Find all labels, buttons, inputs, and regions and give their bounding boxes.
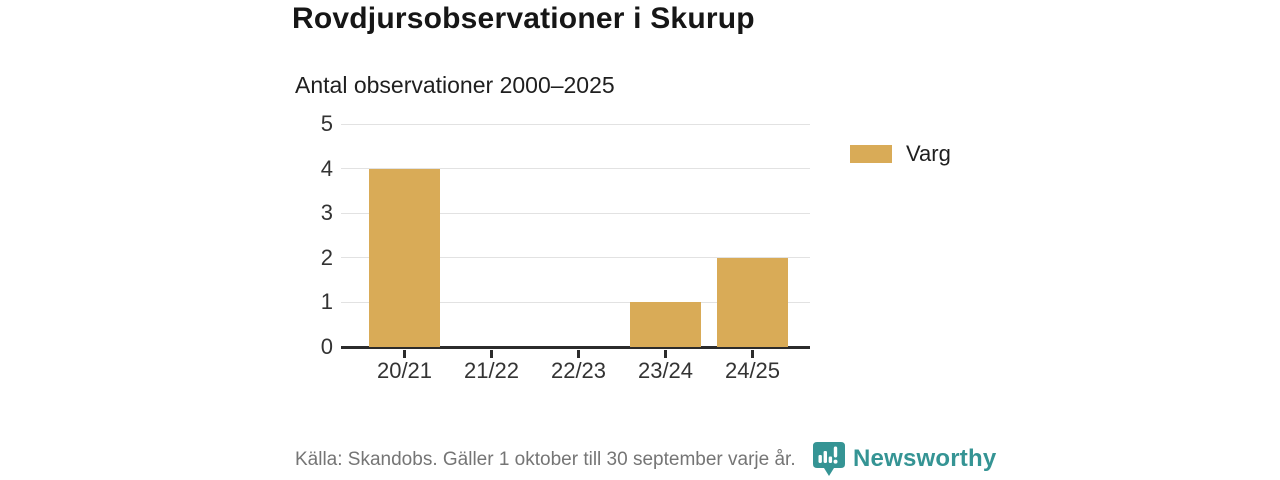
y-tick-label: 3 — [320, 200, 333, 226]
legend-label-varg: Varg — [906, 141, 951, 166]
y-tick-label: 1 — [320, 289, 333, 315]
chart-subtitle: Antal observationer 2000–2025 — [295, 72, 615, 98]
source-note: Källa: Skandobs. Gäller 1 oktober till 3… — [295, 449, 796, 470]
y-tick-label: 2 — [320, 244, 333, 270]
bar-chart-speech-bubble-icon — [813, 442, 845, 476]
x-tick-mark — [490, 350, 493, 358]
x-tick-label: 22/23 — [550, 358, 607, 383]
legend-swatch-varg — [850, 145, 892, 163]
gridline — [341, 257, 810, 259]
y-tick-label: 4 — [320, 155, 333, 181]
plot-area — [341, 124, 810, 358]
x-tick-label: 24/25 — [724, 358, 781, 383]
x-tick-mark — [751, 350, 754, 358]
newsworthy-logo[interactable]: Newsworthy — [812, 441, 996, 477]
gridline — [341, 124, 810, 125]
gridline — [341, 301, 810, 303]
x-tick-label: 21/22 — [463, 358, 520, 383]
x-tick-label: 23/24 — [637, 358, 694, 383]
x-tick-label: 20/21 — [376, 358, 433, 383]
y-axis-labels: 0 1 2 3 4 5 — [285, 111, 333, 359]
y-tick-label: 0 — [320, 334, 333, 359]
bar-23-24 — [630, 302, 701, 347]
x-tick-mark — [403, 350, 406, 358]
bar-20-21 — [369, 168, 440, 347]
bar-24-25 — [717, 257, 788, 347]
x-tick-mark — [577, 350, 580, 358]
chart-title: Rovdjursobservationer i Skurup — [292, 2, 755, 35]
gridline — [341, 168, 810, 170]
x-axis-labels: 20/21 21/22 22/23 23/24 24/25 — [341, 358, 810, 386]
brand-name: Newsworthy — [853, 445, 997, 472]
x-axis-line — [341, 346, 810, 349]
legend: Varg — [850, 141, 951, 167]
x-tick-mark — [664, 350, 667, 358]
y-tick-label: 5 — [320, 111, 333, 136]
gridline — [341, 212, 810, 214]
